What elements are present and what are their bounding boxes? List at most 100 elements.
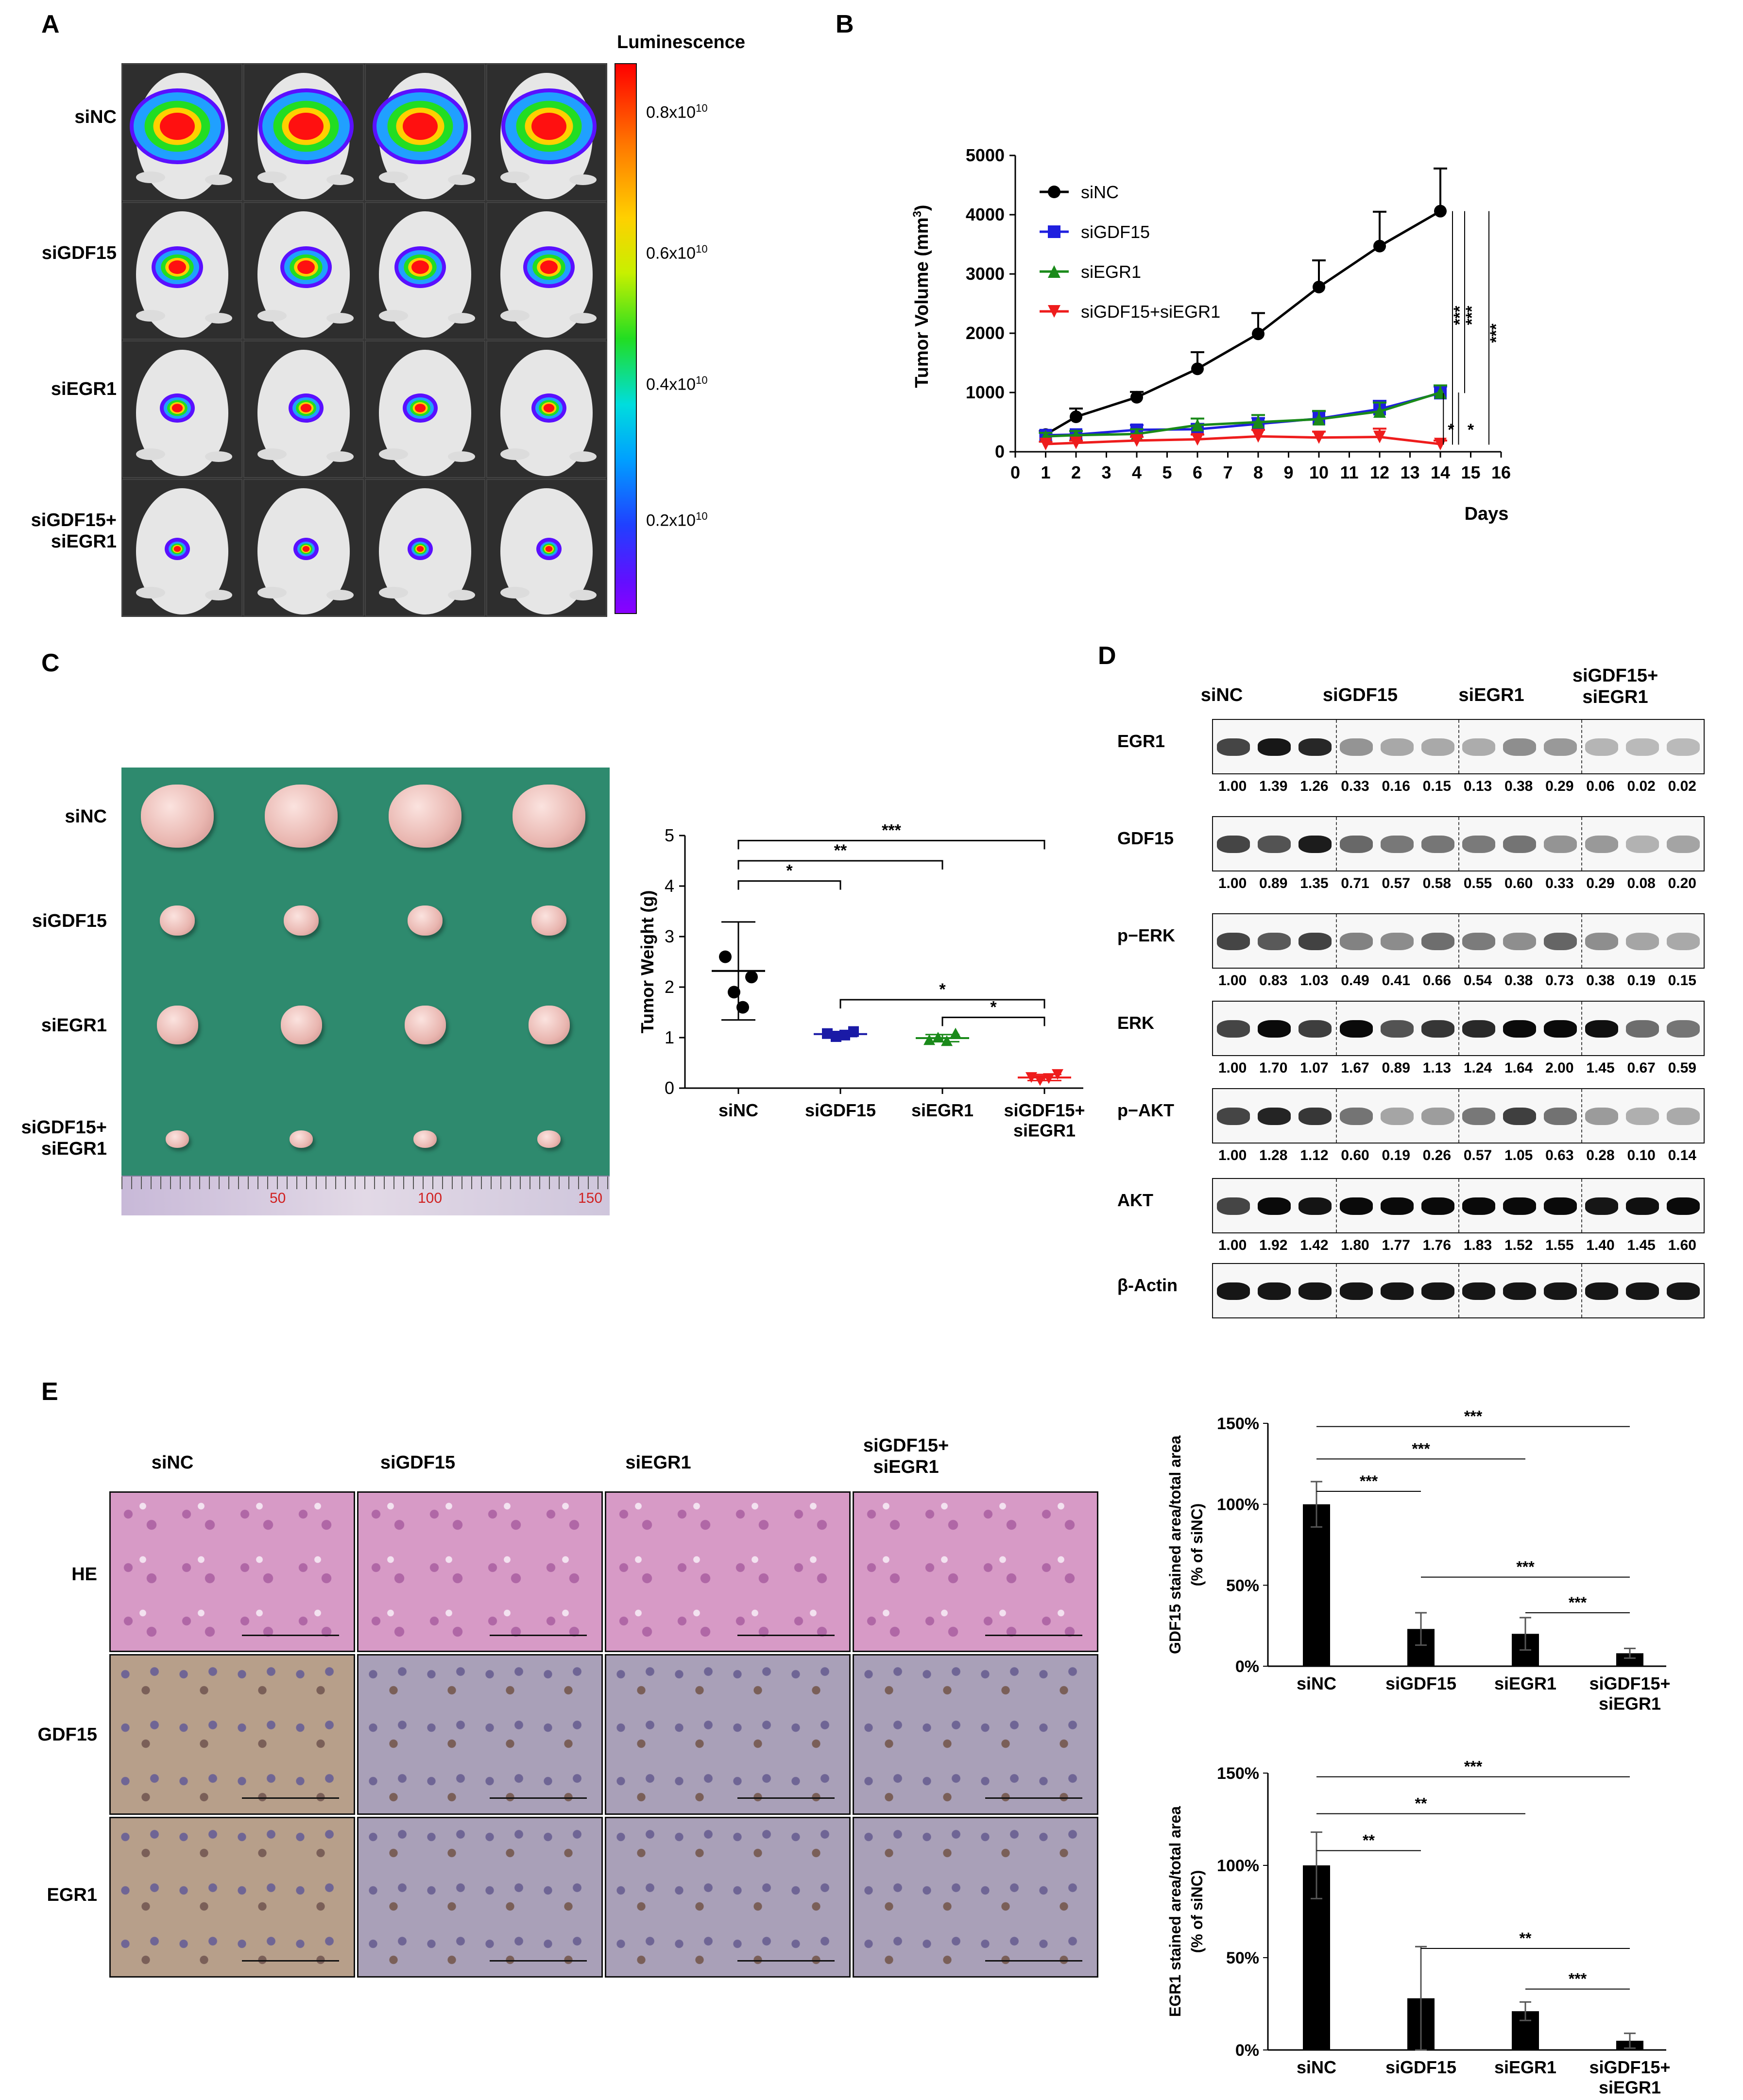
- colorbar-title: Luminescence: [617, 32, 745, 52]
- band: [1544, 738, 1577, 756]
- quant-value: 0.33: [1545, 875, 1574, 891]
- x-axis-title: Days: [1465, 504, 1509, 524]
- data-point: [923, 1034, 935, 1045]
- band: [1258, 933, 1291, 950]
- sig-mark: ***: [1516, 1558, 1535, 1576]
- band: [1339, 1197, 1373, 1215]
- quant-value: 1.35: [1300, 875, 1329, 891]
- lane-divider: [1335, 1264, 1337, 1317]
- quant-value: 0.19: [1627, 973, 1656, 989]
- panel-a-label: A: [41, 10, 60, 38]
- y-tick-label: 0: [995, 442, 1005, 461]
- x-tick-label: siGDF15+ siEGR1: [1589, 1673, 1670, 1713]
- y-tick-label: 3000: [966, 264, 1005, 284]
- y-axis-title: EGR1 stained area/total area: [1166, 1806, 1184, 2017]
- ruler-mark-150: 150: [578, 1190, 603, 1206]
- quant-value: 0.38: [1586, 973, 1615, 989]
- tumor: [290, 1130, 313, 1148]
- group-label-1: siGDF15: [1322, 685, 1398, 705]
- sig-bracket: [737, 860, 943, 870]
- quant-value: 1.45: [1586, 1060, 1615, 1076]
- blot-1: [1212, 816, 1705, 871]
- signal-red: [173, 546, 181, 552]
- data-point: [1373, 239, 1386, 253]
- y-axis-title: Tumor Volume (mm3): [911, 205, 932, 388]
- band: [1544, 1197, 1577, 1215]
- scale-bar: [737, 1960, 835, 1962]
- band: [1380, 1197, 1414, 1215]
- row-label-2: EGR1: [47, 1885, 97, 1905]
- mouse-imaging-grid: [122, 64, 607, 616]
- lane-divider: [1581, 1179, 1582, 1232]
- tumor: [537, 1130, 561, 1148]
- signal-red: [411, 260, 429, 274]
- label-line: siEGR1: [1599, 2077, 1661, 2097]
- colorbar-tick-exponent: 10: [696, 374, 708, 386]
- tumor-volume-chart: 0 1 2 3 4 5 6 7 8 9 10 11 12 13 14 15 160100020003000400…: [911, 145, 1511, 524]
- lane-divider: [1458, 914, 1459, 968]
- sig-mark: **: [1415, 1795, 1427, 1812]
- histology-tile: [853, 1491, 1098, 1652]
- band: [1462, 836, 1496, 853]
- band: [1585, 836, 1618, 853]
- quant-value: 0.73: [1545, 973, 1574, 989]
- tumor: [404, 1006, 446, 1044]
- quant-value: 0.13: [1463, 778, 1492, 794]
- band: [1544, 1108, 1577, 1125]
- sig-bracket: [839, 999, 1045, 1008]
- sig-mark: ***: [1569, 1970, 1587, 1988]
- x-tick-label: siNC: [1297, 2057, 1336, 2077]
- signal-red: [531, 113, 566, 140]
- band: [1544, 933, 1577, 950]
- quant-value: 0.06: [1586, 778, 1615, 794]
- quant-value: 0.15: [1422, 778, 1452, 794]
- data-point: [736, 1001, 749, 1014]
- quant-value: 0.57: [1463, 1147, 1492, 1163]
- quant-value: 0.16: [1382, 778, 1410, 794]
- quant-value: 1.67: [1341, 1060, 1369, 1076]
- data-point: [1373, 430, 1386, 444]
- data-point: [1373, 405, 1386, 418]
- row-label-0: siNC: [74, 107, 117, 127]
- quant-value: 0.02: [1627, 778, 1656, 794]
- colorbar-tick-exponent: 10: [696, 510, 708, 522]
- lane-divider: [1335, 1002, 1337, 1055]
- quant-value: 1.05: [1504, 1147, 1533, 1163]
- band: [1585, 1282, 1618, 1300]
- signal-red: [160, 113, 195, 140]
- data-point: [1252, 430, 1265, 443]
- scale-bar: [737, 1635, 835, 1636]
- panel-d-label: D: [1098, 642, 1116, 670]
- y-tick-label: 1: [665, 1027, 674, 1047]
- signal-red: [302, 546, 310, 552]
- signal-red: [297, 260, 315, 274]
- egr1-stained-area-chart: 0% 50% 100% 150% EGR1 stained area/total are…: [1166, 1759, 1671, 2097]
- quant-value: 0.10: [1627, 1147, 1656, 1163]
- sig-mark: ***: [1464, 1759, 1483, 1776]
- quant-value: 1.60: [1668, 1237, 1696, 1253]
- data-point: [1048, 186, 1060, 198]
- band: [1217, 836, 1250, 853]
- blot-2: [1212, 913, 1705, 969]
- y-tick-label: 50%: [1226, 1949, 1259, 1967]
- quant-value: 2.00: [1545, 1060, 1574, 1076]
- quant-value: 0.60: [1341, 1147, 1369, 1163]
- data-point: [941, 1035, 953, 1046]
- mouse-leg: [257, 448, 287, 460]
- band: [1299, 1108, 1332, 1125]
- colorbar-tick-exponent: 10: [696, 243, 708, 255]
- histology-tile: [357, 1654, 603, 1815]
- band: [1585, 1197, 1618, 1215]
- lane-divider: [1458, 1179, 1459, 1232]
- data-point: [950, 1027, 961, 1039]
- quant-value: 0.54: [1463, 973, 1492, 989]
- signal-red: [540, 260, 558, 274]
- y-axis-title-2: (% of siNC): [1188, 1503, 1206, 1587]
- x-tick-label: siGDF15: [805, 1100, 876, 1120]
- x-tick-label: 6: [1193, 462, 1202, 482]
- sig-mark: *: [1468, 421, 1474, 439]
- quant-value: 1.00: [1218, 1060, 1247, 1076]
- mouse-leg: [569, 451, 597, 462]
- sig-bracket: [737, 839, 1045, 850]
- lane-divider: [1581, 914, 1582, 968]
